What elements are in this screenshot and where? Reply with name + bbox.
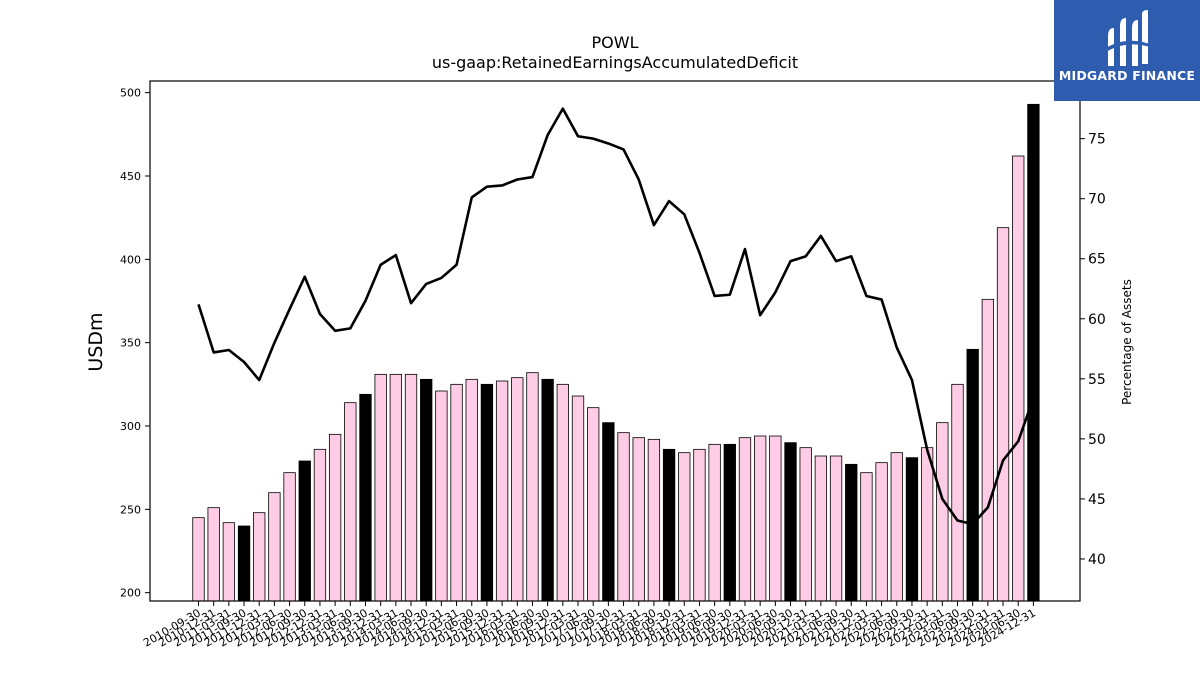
x-axis-ticks: 2010-09-302010-12-312011-03-312011-09-30… [141,601,1038,650]
bar-series [192,103,1040,602]
bar [769,435,782,602]
bar [602,422,615,602]
plot-frame [149,80,1081,602]
bar [541,378,554,602]
y2-tick-label: 55 [1088,372,1106,388]
bar [738,437,752,602]
bar [435,390,448,602]
bar [905,457,919,602]
bar [632,437,645,602]
bar [799,447,812,602]
y2-tick-label: 65 [1088,252,1106,268]
y2-tick-label: 40 [1088,552,1106,568]
y-tick-label: 500 [120,87,141,100]
bar [723,443,736,602]
bar [754,435,767,602]
bar [587,407,600,602]
bar [678,452,691,602]
bar [283,472,296,602]
bar [951,383,964,602]
bar [344,402,357,602]
bar [359,393,372,602]
bar [829,455,843,602]
bar [875,462,888,602]
bar [222,522,236,602]
bar [920,447,934,602]
bar [192,517,205,602]
bar [662,448,676,602]
y2-tick-label: 45 [1088,492,1106,508]
bar [237,525,251,602]
bar [420,378,433,602]
y2-axis-ticks: 40 45 50 55 60 65 70 75 [1080,132,1106,568]
bar [328,433,342,602]
bar [556,383,569,602]
y2-tick-label: 50 [1088,432,1106,448]
midgard-finance-logo: MIDGARD FINANCE [1054,0,1200,101]
bar [1027,103,1040,602]
logo-text: MIDGARD FINANCE [1058,68,1196,83]
bar [374,373,387,602]
bar [313,448,327,602]
bar [389,373,402,602]
axes [149,80,1081,602]
bar [860,472,873,602]
bar [996,227,1010,602]
line-series [197,107,1035,526]
bar [480,383,494,602]
bar [784,442,797,602]
bar [814,455,828,602]
y2-tick-label: 75 [1088,132,1106,148]
bar [207,507,220,602]
y-axis-label: USDm [85,312,107,371]
bar [495,380,509,602]
bar [966,348,979,602]
bar [647,438,661,602]
y-tick-label: 250 [120,503,141,516]
y-tick-label: 350 [120,337,141,350]
y-tick-label: 300 [120,420,141,433]
bar [890,452,903,602]
y2-tick-label: 60 [1088,312,1106,328]
chart-subtitle: us-gaap:RetainedEarningsAccumulatedDefic… [432,53,798,72]
y2-axis-label: Percentage of Assets [1120,279,1134,405]
y-axis-ticks: 200 250 300 350 400 450 500 [120,87,150,600]
bar [253,512,266,602]
y-tick-label: 450 [120,170,141,183]
bar [404,373,418,602]
bar [268,492,281,602]
line-path [197,107,1035,526]
bar [845,463,858,602]
bar [511,377,524,602]
m-logo-icon [1106,10,1150,66]
bar [1012,155,1025,602]
bar [571,395,585,602]
bar [298,460,311,602]
bar [526,372,539,602]
y-tick-label: 200 [120,587,141,600]
bar [450,383,463,602]
bar [981,298,995,602]
y2-tick-label: 70 [1088,192,1106,208]
chart-title: POWL [592,33,639,52]
bar [617,432,630,602]
bar [936,422,949,602]
y-tick-label: 400 [120,253,141,266]
bar [465,378,478,602]
bar [693,448,706,602]
bar [708,443,721,602]
